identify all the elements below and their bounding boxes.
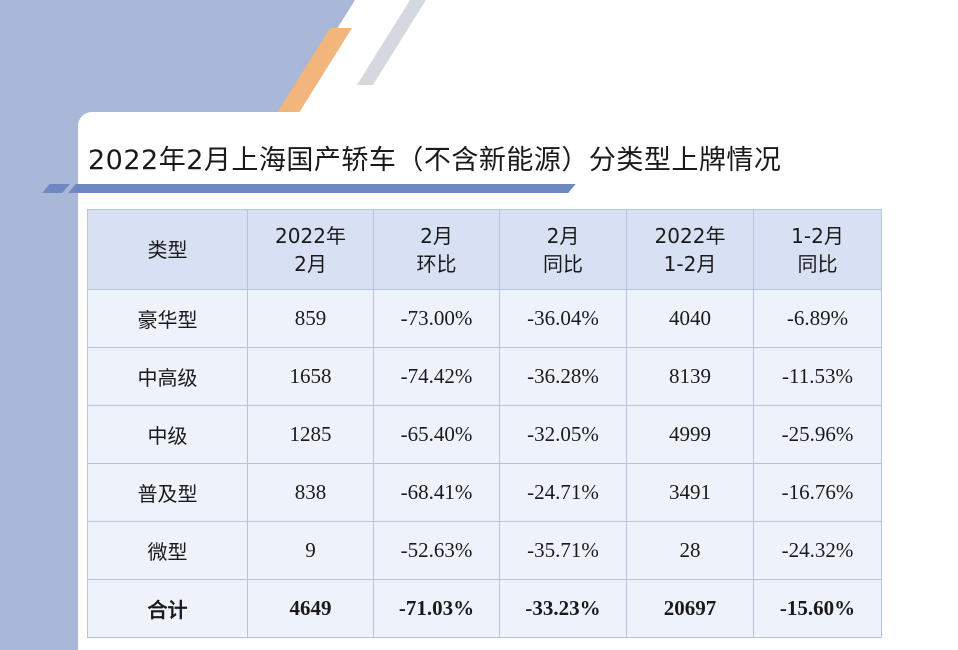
cell-ytd-count: 3491 [626,463,754,522]
table-row: 中高级 1658 -74.42% -36.28% 8139 -11.53% [87,347,882,406]
cell-ytd-count: 28 [626,521,754,580]
header-feb-2022: 2022年 2月 [247,209,374,290]
cell-total-ytd-count: 20697 [626,579,754,638]
cell-feb-yoy: -35.71% [499,521,627,580]
cell-type: 中高级 [87,347,248,406]
header-jan-feb-2022: 2022年 1-2月 [626,209,754,290]
cell-feb-yoy: -36.28% [499,347,627,406]
cell-type: 普及型 [87,463,248,522]
cell-ytd-count: 4999 [626,405,754,464]
header-feb-mom: 2月 环比 [373,209,500,290]
cell-feb-count: 9 [247,521,374,580]
table-row: 普及型 838 -68.41% -24.71% 3491 -16.76% [87,463,882,522]
content-card: 2022年2月上海国产轿车（不含新能源）分类型上牌情况 类型 2022年 2月 [42,112,958,650]
cell-feb-mom: -73.00% [373,289,500,348]
title-underline-long [68,184,576,193]
cell-ytd-yoy: -25.96% [753,405,882,464]
title-underline-small [42,184,70,193]
registration-table: 类型 2022年 2月 2月 环比 2月 同比 2022年 1-2月 [87,209,882,638]
header-feb-yoy: 2月 同比 [499,209,627,290]
cell-feb-count: 1285 [247,405,374,464]
cell-feb-count: 1658 [247,347,374,406]
cell-total-feb-count: 4649 [247,579,374,638]
cell-feb-mom: -74.42% [373,347,500,406]
cell-feb-yoy: -24.71% [499,463,627,522]
cell-feb-mom: -65.40% [373,405,500,464]
table-row: 中级 1285 -65.40% -32.05% 4999 -25.96% [87,405,882,464]
title-underline-bar [42,184,576,193]
cell-ytd-yoy: -11.53% [753,347,882,406]
cell-total-feb-yoy: -33.23% [499,579,627,638]
cell-ytd-yoy: -16.76% [753,463,882,522]
cell-ytd-yoy: -6.89% [753,289,882,348]
cell-total-ytd-yoy: -15.60% [753,579,882,638]
cell-feb-mom: -52.63% [373,521,500,580]
cell-type: 中级 [87,405,248,464]
cell-feb-count: 838 [247,463,374,522]
cell-total-label: 合计 [87,579,248,638]
table-row: 豪华型 859 -73.00% -36.04% 4040 -6.89% [87,289,882,348]
cell-ytd-count: 8139 [626,347,754,406]
table-header-row: 类型 2022年 2月 2月 环比 2月 同比 2022年 1-2月 [87,209,882,290]
cell-ytd-yoy: -24.32% [753,521,882,580]
header-jan-feb-yoy: 1-2月 同比 [753,209,882,290]
header-type: 类型 [87,209,248,290]
cell-type: 微型 [87,521,248,580]
cell-feb-yoy: -36.04% [499,289,627,348]
cell-feb-yoy: -32.05% [499,405,627,464]
page-title: 2022年2月上海国产轿车（不含新能源）分类型上牌情况 [88,145,782,176]
table-row: 微型 9 -52.63% -35.71% 28 -24.32% [87,521,882,580]
cell-feb-mom: -68.41% [373,463,500,522]
cell-ytd-count: 4040 [626,289,754,348]
cell-type: 豪华型 [87,289,248,348]
cell-total-feb-mom: -71.03% [373,579,500,638]
table-total-row: 合计 4649 -71.03% -33.23% 20697 -15.60% [87,579,882,638]
cell-feb-count: 859 [247,289,374,348]
